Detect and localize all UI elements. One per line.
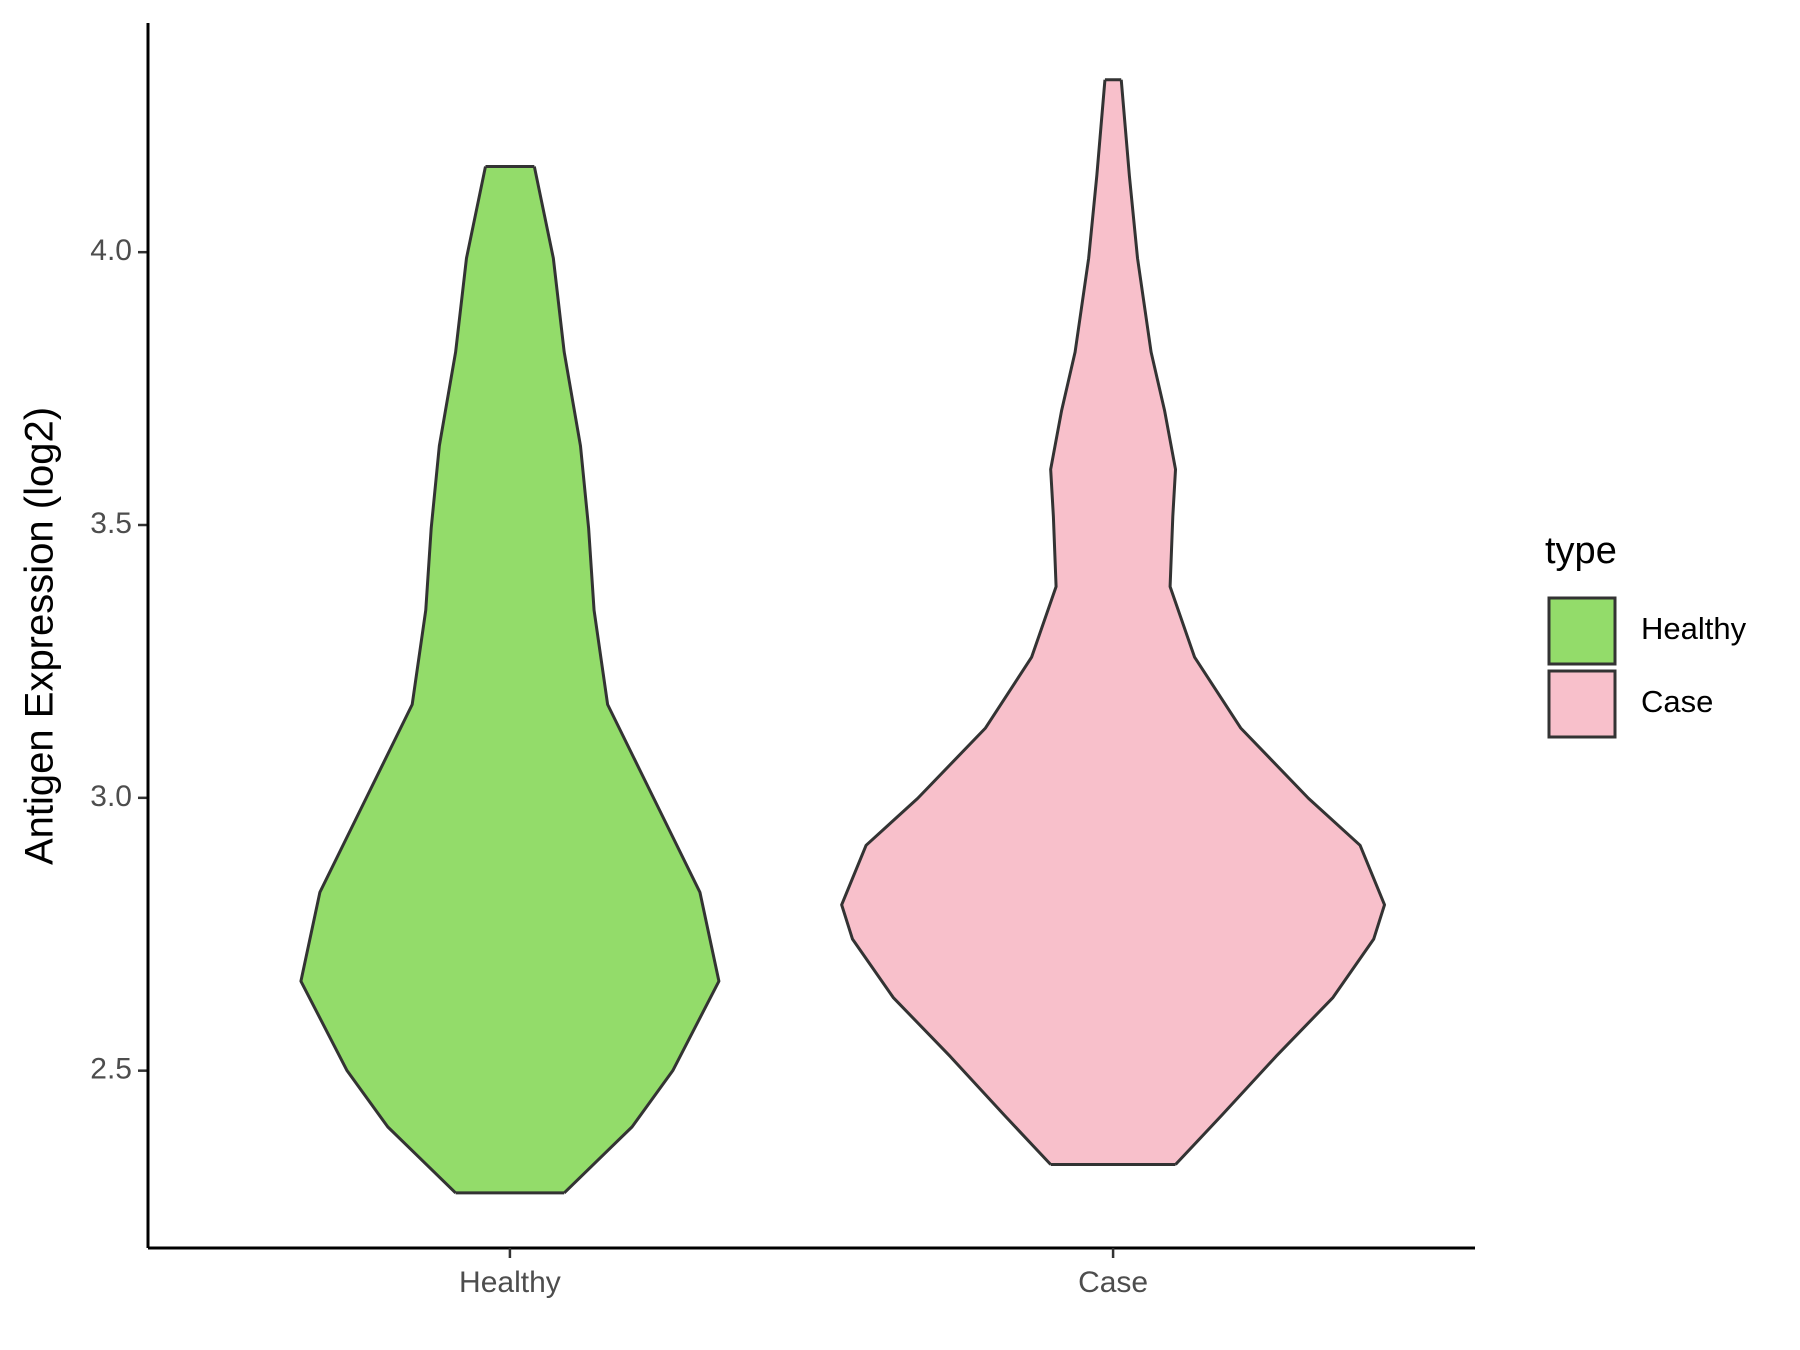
x-tick-label: Healthy <box>459 1266 561 1299</box>
legend-label: Healthy <box>1641 611 1747 646</box>
violin-fill <box>841 79 1385 1165</box>
violin-right-edge <box>1119 79 1387 1166</box>
y-tick-label: 3.0 <box>90 780 132 813</box>
y-axis-title: Antigen Expression (log2) <box>18 407 62 865</box>
violin-left-edge <box>840 79 1107 1166</box>
violin-fill <box>300 166 719 1193</box>
y-tick-label: 2.5 <box>90 1053 132 1086</box>
x-tick-label: Case <box>1078 1266 1148 1299</box>
legend-key <box>1547 596 1617 666</box>
violin-right-edge <box>532 166 721 1194</box>
violin-left-edge <box>299 166 487 1194</box>
legend-label: Case <box>1641 684 1713 719</box>
y-tick-label: 4.0 <box>90 234 132 267</box>
y-tick-label: 3.5 <box>90 507 132 540</box>
legend-key <box>1547 669 1617 739</box>
legend-title: type <box>1545 530 1617 572</box>
